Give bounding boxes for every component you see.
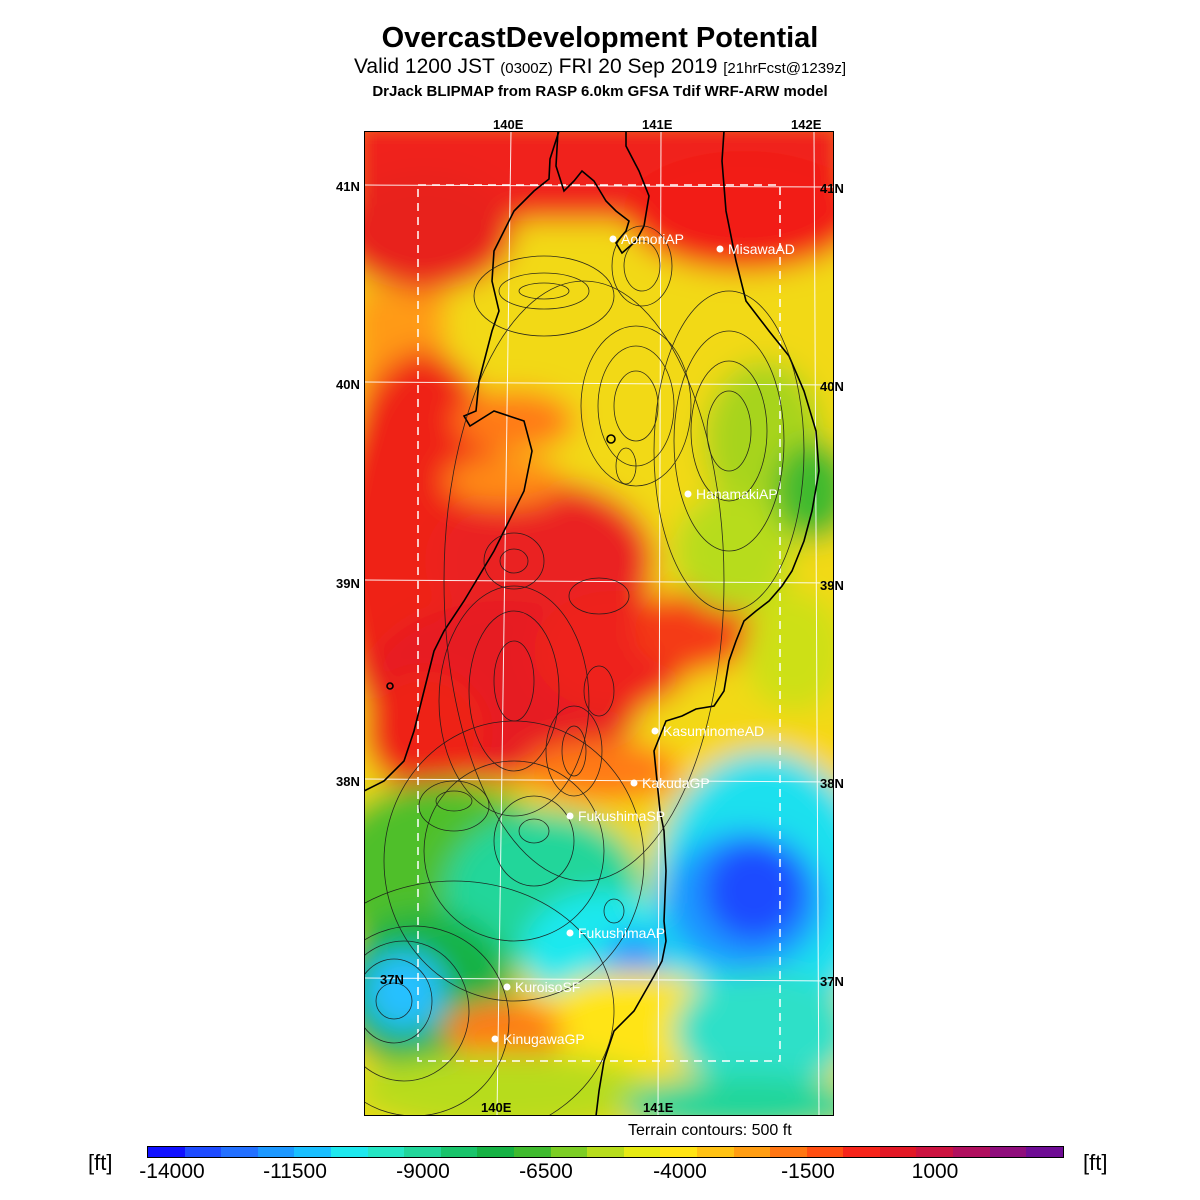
station-labels: AomoriAP MisawaAD HanamakiAP KasuminomeA… <box>503 231 795 1047</box>
colorbar-swatch <box>696 1147 734 1157</box>
inner-domain-box <box>417 184 781 1062</box>
lat-label-right: 37N <box>820 974 844 989</box>
lat-label-right: 39N <box>820 578 844 593</box>
lat-label-right: 40N <box>820 379 844 394</box>
colorbar-swatch <box>806 1147 844 1157</box>
colorbar-swatch <box>1026 1147 1063 1157</box>
lon-label-top: 141E <box>642 117 673 132</box>
colorbar-swatch <box>513 1147 551 1157</box>
colorbar-swatch <box>440 1147 478 1157</box>
colorbar-swatch <box>953 1147 990 1157</box>
potential-field <box>364 131 834 1116</box>
colorbar-swatch <box>148 1147 185 1157</box>
colorbar-unit-left: [ft] <box>88 1150 113 1175</box>
colorbar-swatch <box>587 1147 624 1157</box>
lat-label-left: 41N <box>336 179 360 194</box>
lat-label-right: 38N <box>820 776 844 791</box>
station-label: MisawaAD <box>728 241 795 257</box>
lon-label-bottom: 141E <box>643 1100 674 1115</box>
colorbar-label: -11500 <box>263 1160 327 1183</box>
graticule <box>364 131 834 1116</box>
colorbar-swatch <box>550 1147 588 1157</box>
forecast-info: [21hrFcst@1239z] <box>723 60 847 77</box>
colorbar-swatch <box>879 1147 917 1157</box>
station-dot-aomori <box>609 235 617 243</box>
station-dot-fukushima-ap <box>566 929 574 937</box>
lat-label-right: 41N <box>820 181 844 196</box>
colorbar-swatch <box>221 1147 258 1157</box>
station-label: KuroisoSF <box>515 979 580 995</box>
station-label: HanamakiAP <box>696 486 778 502</box>
station-dot-hanamaki <box>684 490 692 498</box>
colorbar-label: -1500 <box>781 1160 835 1183</box>
colorbar-label: 1000 <box>911 1160 959 1183</box>
station-label: AomoriAP <box>621 231 684 247</box>
station-label: KakudaGP <box>642 775 710 791</box>
lon-label-top: 142E <box>791 117 822 132</box>
station-dot-kasuminome <box>651 727 659 735</box>
lat-label-left: 38N <box>336 774 360 789</box>
colorbar-swatch <box>330 1147 368 1157</box>
colorbar-swatch <box>660 1147 697 1157</box>
colorbar-swatch <box>623 1147 661 1157</box>
terrain-contour-note: Terrain contours: 500 ft <box>628 1122 792 1139</box>
colorbar-swatch <box>404 1147 441 1157</box>
coastline <box>364 131 820 1116</box>
lon-label-bottom: 140E <box>481 1100 512 1115</box>
station-label: FukushimaAP <box>578 925 665 941</box>
station-dot-kakuda <box>630 779 638 787</box>
colorbar-swatch <box>257 1147 295 1157</box>
valid-utc: (0300Z) <box>500 60 553 77</box>
forecast-map: AomoriAP MisawaAD HanamakiAP KasuminomeA… <box>364 131 834 1116</box>
colorbar-label: -6500 <box>519 1160 573 1183</box>
colorbar-swatch <box>733 1147 771 1157</box>
station-dot-misawa <box>716 245 724 253</box>
colorbar-label: -14000 <box>139 1160 205 1183</box>
lat-label-left: 40N <box>336 377 360 392</box>
colorbar-swatch <box>843 1147 880 1157</box>
colorbar-unit-right: [ft] <box>1083 1150 1108 1175</box>
station-label: KinugawaGP <box>503 1031 585 1047</box>
station-markers <box>491 235 724 1043</box>
colorbar-label: -4000 <box>653 1160 707 1183</box>
lat-label-left: 39N <box>336 576 360 591</box>
model-info: DrJack BLIPMAP from RASP 6.0km GFSA Tdif… <box>372 83 828 100</box>
station-dot-fukushima-sp <box>566 812 574 820</box>
colorbar-swatch <box>477 1147 514 1157</box>
lat-label-left: 37N <box>380 972 404 987</box>
station-label: FukushimaSP <box>578 808 665 824</box>
colorbar-swatch <box>989 1147 1027 1157</box>
valid-main: Valid 1200 JST <box>353 55 495 78</box>
lon-label-top: 140E <box>493 117 524 132</box>
colorbar-swatch <box>294 1147 331 1157</box>
colorbar-swatch <box>770 1147 807 1157</box>
valid-time-line: Valid 1200 JST (0300Z) FRI 20 Sep 2019 [… <box>0 55 1200 79</box>
station-dot-kinugawa <box>491 1035 499 1043</box>
colorbar-label: -9000 <box>396 1160 450 1183</box>
station-label: KasuminomeAD <box>663 723 764 739</box>
colorbar <box>147 1146 1064 1158</box>
terrain-contours <box>364 225 805 1116</box>
chart-title: OvercastDevelopment Potential <box>381 22 819 54</box>
valid-date: FRI 20 Sep 2019 <box>558 55 718 78</box>
colorbar-swatch <box>916 1147 954 1157</box>
colorbar-swatch <box>184 1147 222 1157</box>
station-dot-kuroiso <box>503 983 511 991</box>
colorbar-swatch <box>367 1147 405 1157</box>
